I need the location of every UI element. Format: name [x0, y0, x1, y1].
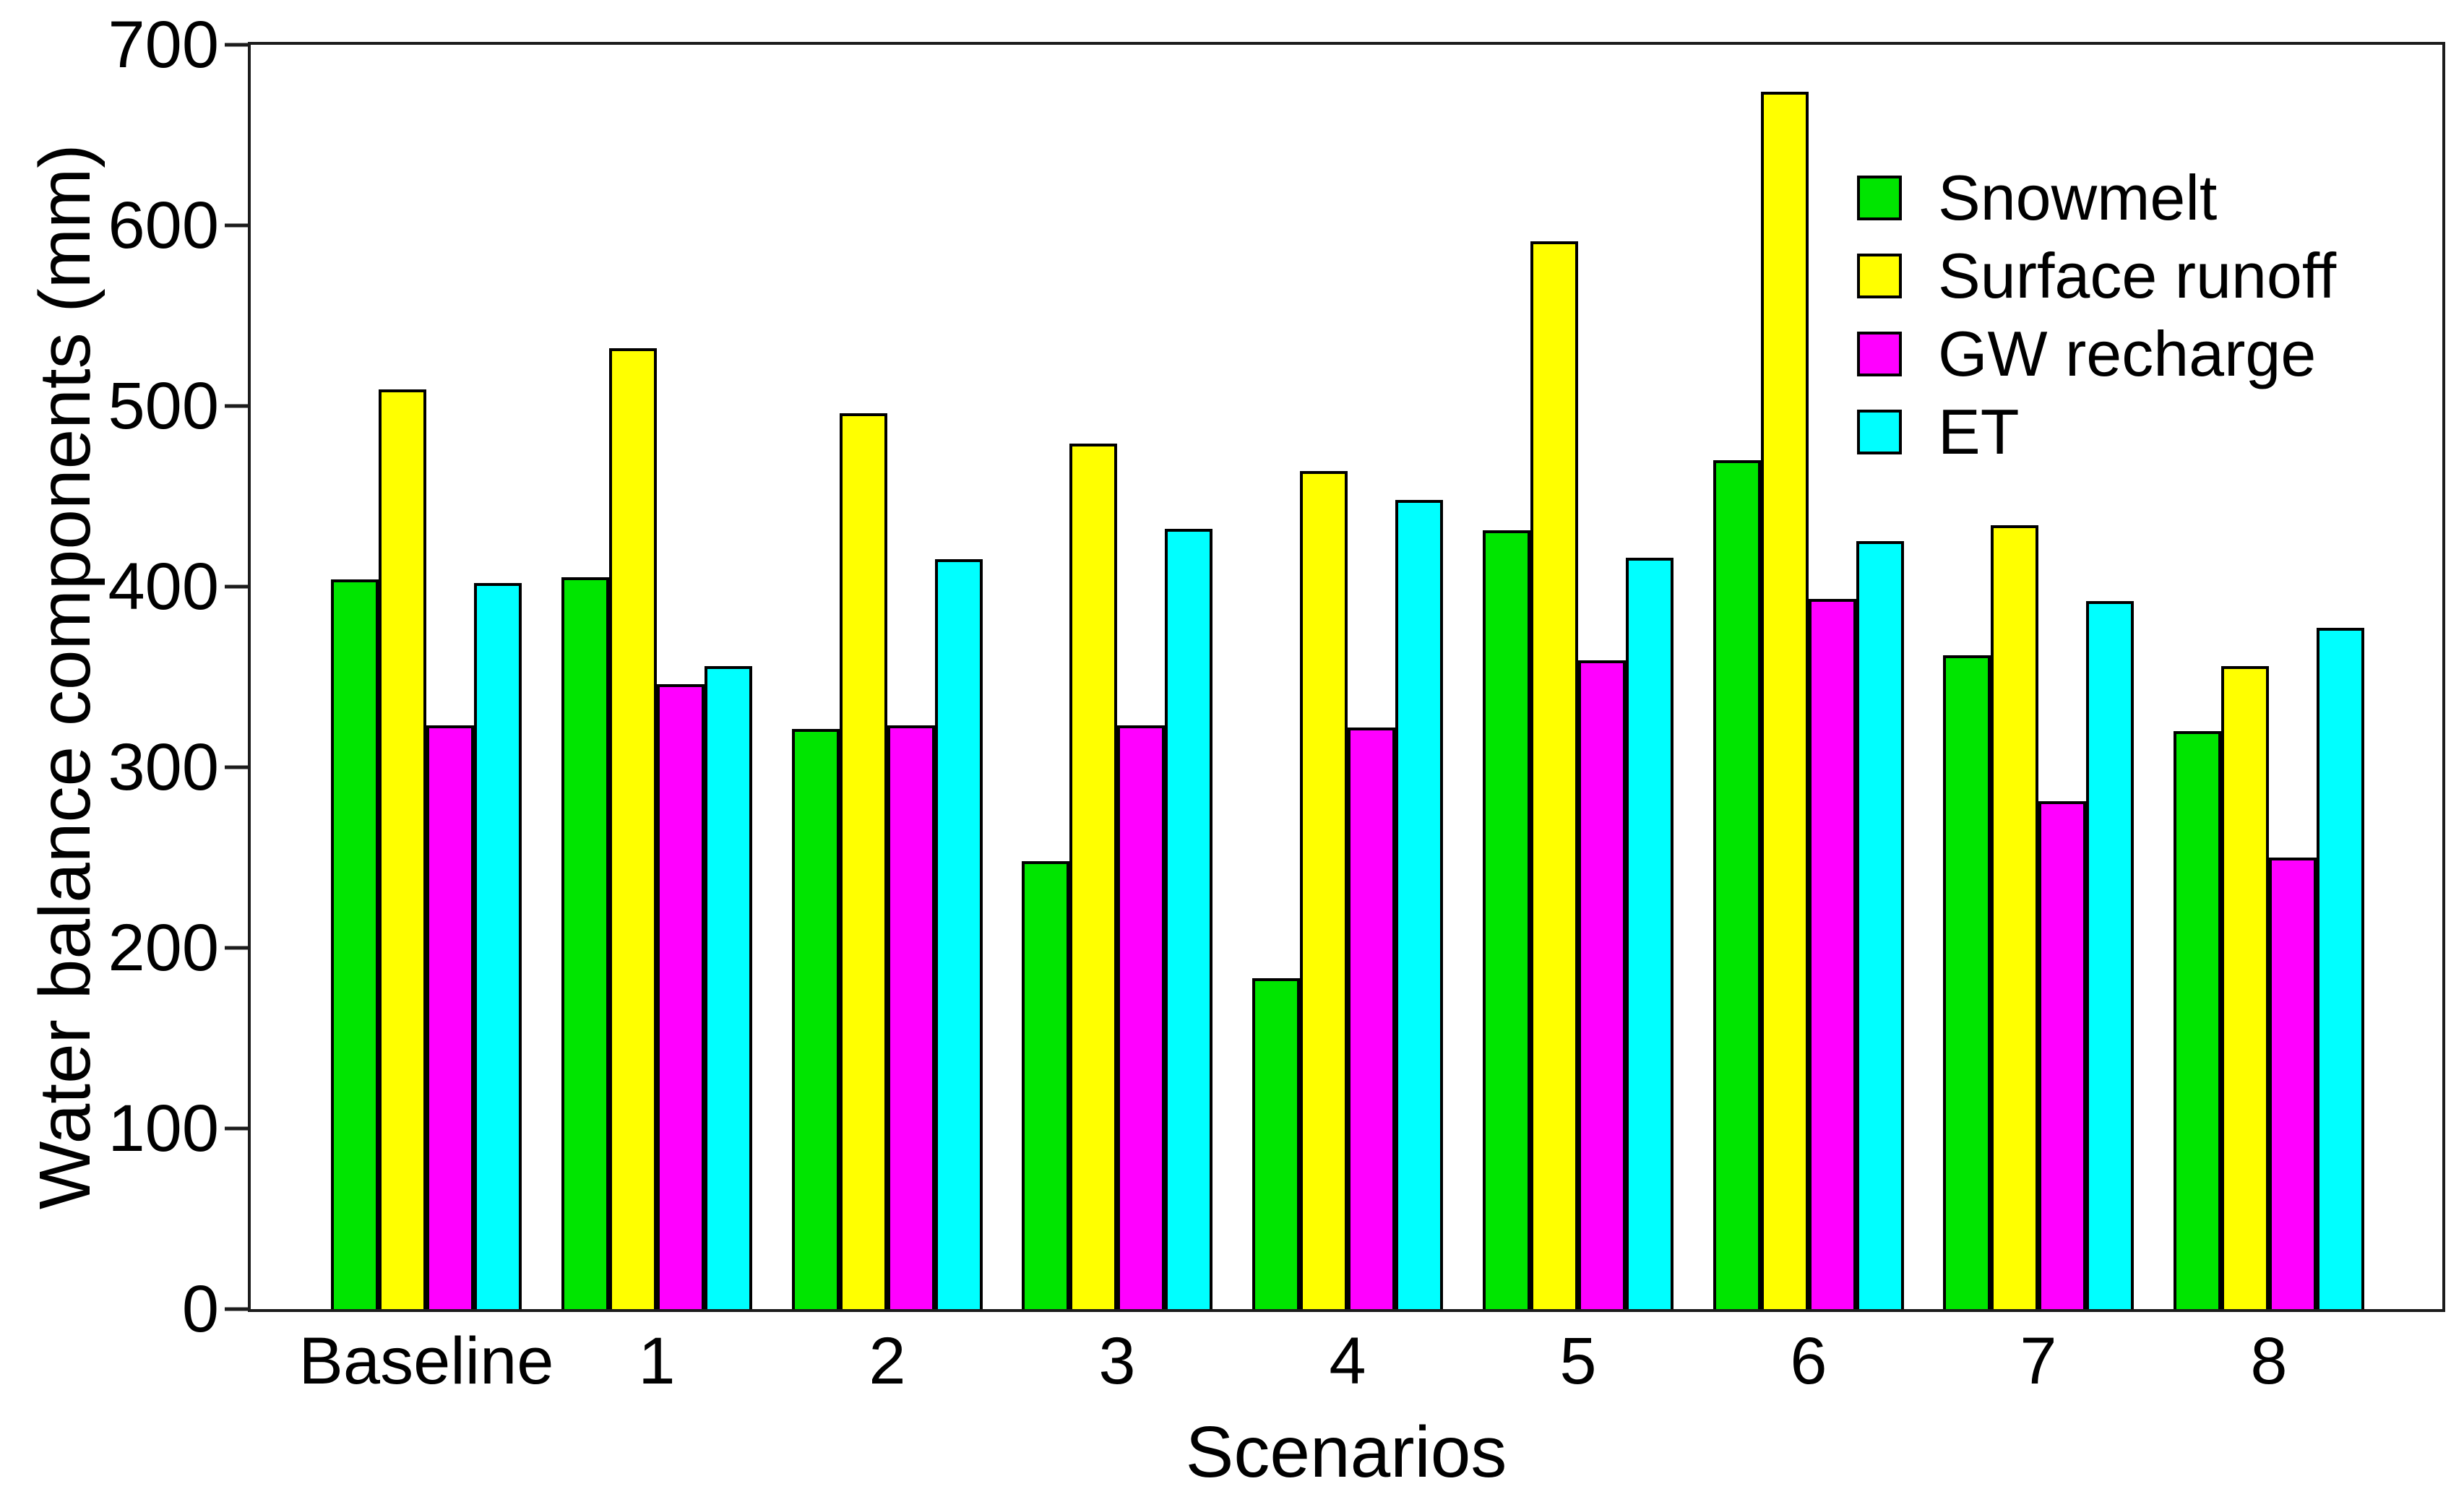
y-tick-mark-500: [225, 404, 251, 408]
bar-snowmelt-5: [1483, 530, 1530, 1309]
legend-swatch-surface-runoff: [1857, 254, 1902, 298]
bar-snowmelt-7: [1943, 655, 1991, 1309]
y-tick-mark-200: [225, 946, 251, 950]
bar-et-2: [935, 559, 983, 1309]
y-tick-mark-100: [225, 1126, 251, 1131]
x-tick-label-1: 1: [638, 1324, 676, 1398]
bar-et-3: [1165, 529, 1212, 1309]
x-tick-label-2: 2: [869, 1324, 906, 1398]
x-axis-title: Scenarios: [1185, 1412, 1507, 1493]
bars-layer: [251, 45, 2442, 1309]
bar-gw-recharge-7: [2038, 801, 2086, 1309]
y-tick-label-500: 500: [108, 369, 220, 443]
bar-snowmelt-1: [561, 577, 609, 1309]
bar-snowmelt-8: [2174, 731, 2221, 1309]
legend-label-snowmelt: Snowmelt: [1938, 162, 2218, 233]
x-tick-label-4: 4: [1329, 1324, 1366, 1398]
bar-surface-runoff-4: [1300, 471, 1348, 1309]
y-tick-label-0: 0: [181, 1272, 219, 1346]
bar-surface-runoff-7: [1991, 525, 2038, 1309]
bar-surface-runoff-3: [1069, 444, 1117, 1309]
bar-gw-recharge-5: [1578, 660, 1626, 1309]
x-tick-label-6: 6: [1790, 1324, 1827, 1398]
bar-snowmelt-3: [1022, 861, 1069, 1309]
bar-gw-recharge-8: [2269, 858, 2317, 1309]
y-tick-label-600: 600: [108, 189, 220, 262]
legend-item-snowmelt: Snowmelt: [1857, 159, 2336, 237]
legend-label-et: ET: [1938, 396, 2020, 467]
legend: Snowmelt Surface runoff GW recharge ET: [1857, 159, 2336, 471]
bar-surface-runoff-baseline: [379, 389, 426, 1309]
bar-gw-recharge-baseline: [426, 725, 474, 1309]
legend-item-et: ET: [1857, 393, 2336, 471]
y-tick-mark-0: [225, 1307, 251, 1311]
x-tick-label-8: 8: [2250, 1324, 2288, 1398]
bar-et-baseline: [474, 583, 522, 1309]
bar-surface-runoff-6: [1761, 92, 1809, 1309]
legend-label-surface-runoff: Surface runoff: [1938, 240, 2337, 311]
plot-area: Snowmelt Surface runoff GW recharge ET: [248, 42, 2445, 1312]
y-tick-mark-300: [225, 765, 251, 769]
y-tick-mark-600: [225, 223, 251, 228]
legend-label-gw-recharge: GW recharge: [1938, 318, 2317, 389]
bar-gw-recharge-4: [1348, 728, 1395, 1309]
bar-et-4: [1395, 500, 1443, 1309]
bar-surface-runoff-1: [609, 348, 657, 1309]
y-tick-label-400: 400: [108, 550, 220, 623]
legend-item-surface-runoff: Surface runoff: [1857, 237, 2336, 315]
bar-et-1: [705, 666, 752, 1309]
bar-snowmelt-2: [792, 729, 840, 1309]
y-tick-mark-400: [225, 584, 251, 589]
x-tick-label-5: 5: [1559, 1324, 1597, 1398]
legend-swatch-et: [1857, 410, 1902, 454]
bar-snowmelt-4: [1252, 978, 1300, 1309]
bar-et-8: [2317, 628, 2364, 1309]
bar-snowmelt-baseline: [331, 579, 379, 1309]
bar-surface-runoff-8: [2221, 666, 2269, 1309]
bar-et-6: [1856, 541, 1904, 1309]
bar-gw-recharge-2: [887, 725, 935, 1309]
bar-snowmelt-6: [1713, 460, 1761, 1309]
bar-gw-recharge-3: [1117, 725, 1165, 1309]
x-tick-label-7: 7: [2020, 1324, 2057, 1398]
bar-gw-recharge-1: [657, 684, 705, 1309]
bar-surface-runoff-5: [1530, 241, 1578, 1309]
bar-gw-recharge-6: [1809, 599, 1856, 1309]
legend-item-gw-recharge: GW recharge: [1857, 315, 2336, 393]
y-tick-mark-700: [225, 43, 251, 47]
x-tick-label-3: 3: [1098, 1324, 1136, 1398]
y-tick-label-100: 100: [108, 1092, 220, 1165]
y-tick-label-200: 200: [108, 911, 220, 985]
bar-et-5: [1626, 558, 1673, 1309]
y-tick-label-700: 700: [108, 8, 220, 82]
legend-swatch-snowmelt: [1857, 176, 1902, 220]
x-tick-label-baseline: Baseline: [298, 1324, 554, 1398]
y-tick-label-300: 300: [108, 730, 220, 804]
legend-swatch-gw-recharge: [1857, 332, 1902, 376]
bar-surface-runoff-2: [840, 413, 887, 1309]
bar-et-7: [2086, 601, 2134, 1309]
